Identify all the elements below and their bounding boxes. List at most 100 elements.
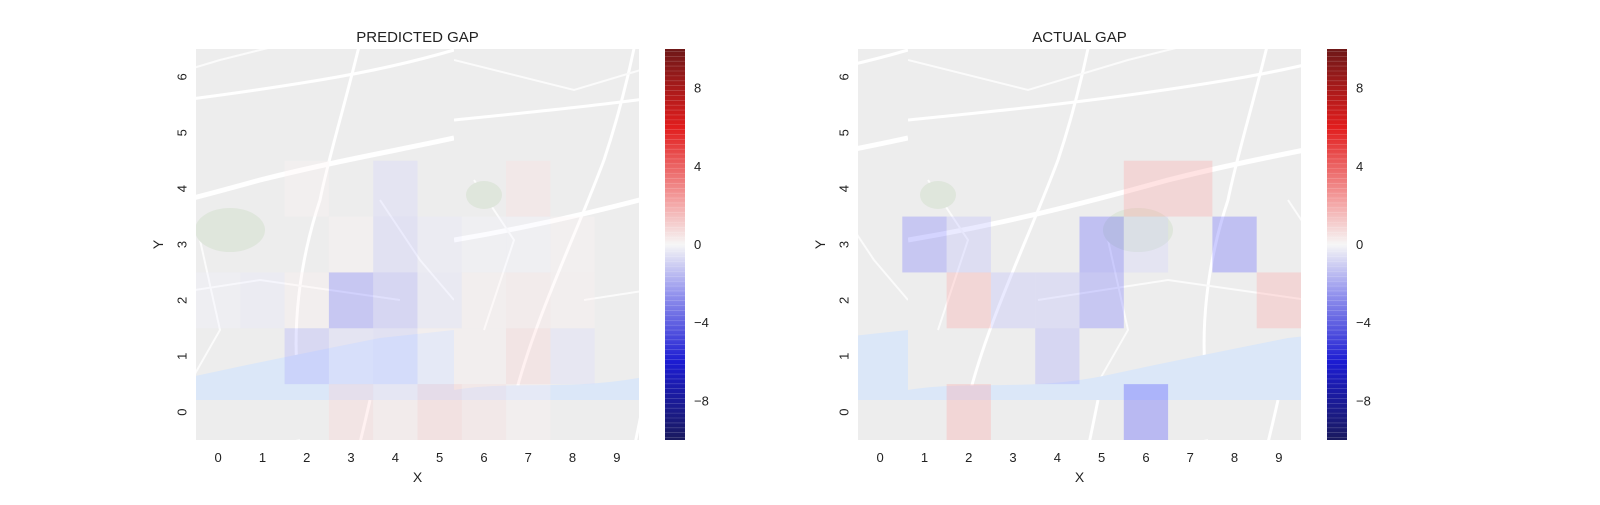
- x-tick-label: 0: [877, 450, 884, 465]
- x-tick-label: 2: [303, 450, 310, 465]
- heatmap-cell: [550, 272, 595, 329]
- y-tick-label: 4: [175, 185, 190, 192]
- colorbar-tick-label: 8: [694, 81, 701, 96]
- heatmap-cell: [417, 216, 462, 273]
- colorbar: [1327, 49, 1347, 440]
- heatmap-cell: [506, 272, 551, 329]
- x-tick-label: 8: [1231, 450, 1238, 465]
- y-tick-label: 1: [837, 353, 852, 360]
- heatmap-cell: [373, 328, 418, 385]
- colorbar-tick-label: 4: [694, 159, 701, 174]
- y-axis-label: Y: [812, 239, 828, 249]
- heatmap-cell: [506, 160, 551, 217]
- x-axis-label: X: [1075, 469, 1085, 485]
- y-tick-label: 1: [175, 353, 190, 360]
- heatmap-cell: [417, 328, 462, 385]
- heatmap-cell: [196, 272, 241, 329]
- x-tick-label: 5: [1098, 450, 1105, 465]
- colorbar-tick-label: 0: [694, 237, 701, 252]
- heatmap-cell: [1035, 328, 1080, 385]
- heatmap-cell: [1256, 272, 1301, 329]
- colorbar-tick-label: −4: [694, 315, 709, 330]
- heatmap-cell: [1123, 384, 1169, 440]
- chart-panel-0: PREDICTED GAP 0 1 2 3 4 5 6 7 8 9 X 0 1 2 3 4 5 6 Y −8 −4 0 4 8: [150, 29, 709, 485]
- heatmap-cell: [373, 272, 418, 329]
- map-background: [858, 49, 1301, 440]
- heatmap-cell: [550, 328, 595, 385]
- heatmap-cell: [946, 272, 991, 329]
- heatmap-cell: [1123, 160, 1169, 217]
- x-tick-label: 9: [1275, 450, 1282, 465]
- x-tick-label: 4: [392, 450, 399, 465]
- x-tick-label: 0: [215, 450, 222, 465]
- y-tick-label: 2: [175, 297, 190, 304]
- x-tick-label: 1: [259, 450, 266, 465]
- y-axis-label: Y: [150, 239, 166, 249]
- y-tick-label: 5: [837, 129, 852, 136]
- y-tick-label: 4: [837, 185, 852, 192]
- heatmap-cell: [373, 384, 418, 440]
- x-tick-label: 6: [480, 450, 487, 465]
- heatmap-cell: [550, 216, 595, 273]
- colorbar-tick-label: 4: [1356, 159, 1363, 174]
- heatmap-cell: [1035, 272, 1080, 329]
- heatmap-cell: [461, 272, 507, 329]
- chart-panel-1: ACTUAL GAP 0 1 2 3 4 5 6 7 8 9 X 0 1 2 3 4 5 6 Y −8 −4 0 4 8: [812, 29, 1371, 485]
- heatmap-cell: [946, 216, 991, 273]
- heatmap-cell: [328, 384, 374, 440]
- y-tick-label: 6: [175, 73, 190, 80]
- chart-title: PREDICTED GAP: [356, 29, 479, 46]
- chart-title: ACTUAL GAP: [1032, 29, 1126, 46]
- x-tick-label: 3: [1009, 450, 1016, 465]
- x-tick-label: 3: [347, 450, 354, 465]
- heatmap-cell: [1168, 160, 1213, 217]
- y-tick-label: 0: [175, 408, 190, 415]
- heatmap-cell: [328, 272, 374, 329]
- heatmap-cell: [506, 384, 551, 440]
- colorbar: [665, 49, 685, 440]
- x-tick-label: 6: [1142, 450, 1149, 465]
- heatmap-cell: [417, 272, 462, 329]
- heatmap-cell: [461, 328, 507, 385]
- y-tick-label: 2: [837, 297, 852, 304]
- heatmap-cell: [328, 328, 374, 385]
- heatmap-cell: [417, 384, 462, 440]
- heatmap-cell: [284, 272, 329, 329]
- x-axis-label: X: [413, 469, 423, 485]
- heatmap-cell: [946, 384, 991, 440]
- colorbar-tick-label: 8: [1356, 81, 1363, 96]
- x-tick-label: 4: [1054, 450, 1061, 465]
- heatmap-cell: [240, 272, 285, 329]
- map-background: [196, 49, 639, 440]
- colorbar-tick-label: −4: [1356, 315, 1371, 330]
- heatmap-cell: [506, 216, 551, 273]
- heatmap-cell: [284, 328, 329, 385]
- heatmap-cell: [461, 216, 507, 273]
- y-tick-label: 6: [837, 73, 852, 80]
- heatmap-cell: [1079, 272, 1124, 329]
- x-tick-label: 5: [436, 450, 443, 465]
- heatmap-cell: [328, 216, 374, 273]
- heatmap-cell: [373, 216, 418, 273]
- x-tick-label: 9: [613, 450, 620, 465]
- y-tick-label: 3: [175, 241, 190, 248]
- heatmap-cell: [284, 160, 329, 217]
- heatmap-cell: [902, 216, 947, 273]
- colorbar-tick-label: −8: [1356, 393, 1371, 408]
- colorbar-tick-label: −8: [694, 393, 709, 408]
- heatmap-cell: [1123, 216, 1169, 273]
- x-tick-label: 7: [1187, 450, 1194, 465]
- heatmap-cell: [506, 328, 551, 385]
- x-tick-label: 8: [569, 450, 576, 465]
- x-tick-label: 1: [921, 450, 928, 465]
- y-tick-label: 5: [175, 129, 190, 136]
- heatmap-cell: [373, 160, 418, 217]
- heatmap-cell: [1079, 216, 1124, 273]
- x-tick-label: 7: [525, 450, 532, 465]
- x-tick-label: 2: [965, 450, 972, 465]
- heatmap-cell: [990, 272, 1036, 329]
- y-tick-label: 0: [837, 408, 852, 415]
- heatmap-cell: [1212, 216, 1257, 273]
